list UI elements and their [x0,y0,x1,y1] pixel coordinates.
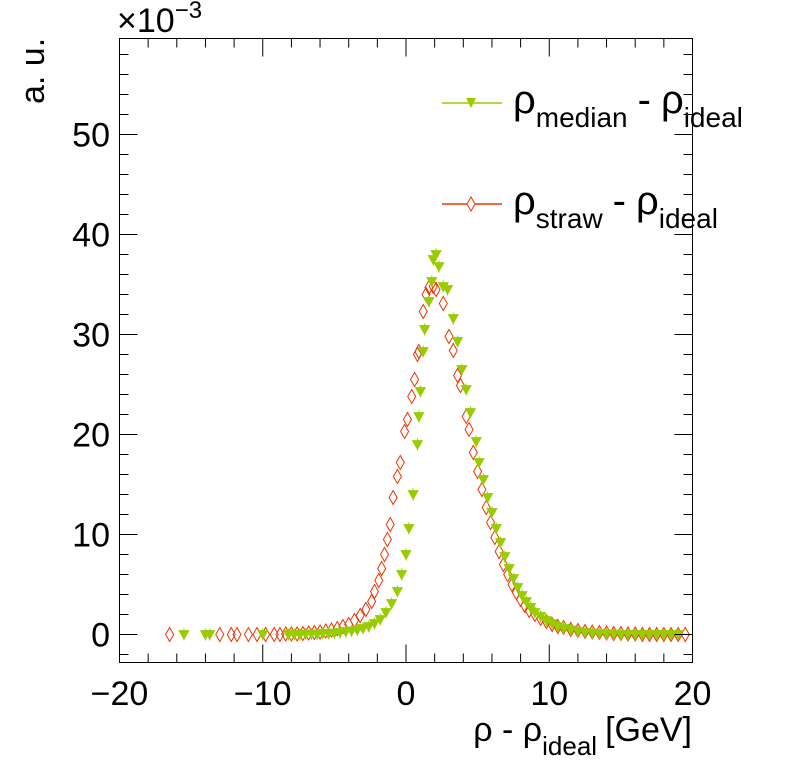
data-point-straw [215,626,225,643]
data-point-straw [473,463,483,480]
data-point-straw [468,444,478,461]
x-tick-label: 0 [397,675,416,713]
x-axis-title: ρ - ρideal [GeV] [473,711,692,761]
y-tick-label: 20 [72,417,110,455]
data-point-straw [361,601,371,618]
data-point-straw [455,377,466,394]
data-point-straw [498,556,508,573]
data-point-straw [392,468,402,485]
data-point-straw [490,529,500,546]
data-point-straw [165,626,175,643]
x-tick-label: 20 [674,675,712,713]
data-point-straw [367,593,377,610]
data-point-straw [464,421,474,438]
data-point-straw [382,531,392,548]
y-tick-label: 30 [72,317,110,355]
data-point-straw [379,546,390,563]
data-point-straw [407,388,417,405]
data-point-straw [448,342,458,359]
x-tick-labels: −20 −10 0 10 20 [91,675,712,713]
data-point-straw [410,371,420,388]
data-point-straw [402,411,413,428]
data-point-straw [503,566,513,583]
data-point-straw [243,626,254,643]
legend-label-straw: ρstraw - ρideal [513,179,718,234]
data-point-straw [355,607,365,624]
data-point-straw [507,576,517,593]
data-point-straw [369,583,380,600]
x-tick-label: −10 [234,675,292,713]
x-tick-label: −20 [91,675,149,713]
x-tick-label: 10 [530,675,568,713]
data-point-straw [385,516,395,533]
data-point-straw [444,328,454,345]
y-multiplier: ×10−3 [117,0,202,40]
data-point-straw [438,295,448,312]
data-point-straw [338,618,348,635]
y-axis-title: a. u. [14,38,52,104]
points-layer [165,248,690,643]
data-point-straw [269,626,279,643]
y-tick-labels: 0 10 20 30 40 50 [72,117,110,655]
data-point-straw [418,303,428,320]
data-point-straw [485,514,496,531]
legend: ρmedian - ρideal ρstraw - ρideal [442,78,743,234]
data-point-straw [395,454,405,471]
y-tick-label: 40 [72,217,110,255]
data-point-straw [275,626,285,643]
data-point-straw [377,560,387,577]
data-point-straw [226,626,236,643]
legend-entry-median: ρmedian - ρideal [442,78,743,133]
legend-entry-straw: ρstraw - ρideal [442,179,718,234]
legend-label-median: ρmedian - ρideal [513,78,743,133]
data-point-straw [374,572,384,589]
data-point-straw [399,423,410,440]
y-tick-label: 0 [91,617,110,655]
data-point-straw [232,626,242,643]
y-tick-label: 50 [72,117,110,155]
legend-marker-median [466,98,476,108]
data-point-straw [431,281,441,298]
data-point-straw [477,481,487,498]
data-point-straw [481,499,491,516]
legend-marker-straw [466,195,476,213]
ticks-layer [119,38,693,663]
y-tick-label: 10 [72,517,110,555]
data-point-straw [494,543,504,560]
data-point-straw [452,367,463,384]
data-point-straw [388,489,398,506]
data-point-straw [332,620,342,637]
